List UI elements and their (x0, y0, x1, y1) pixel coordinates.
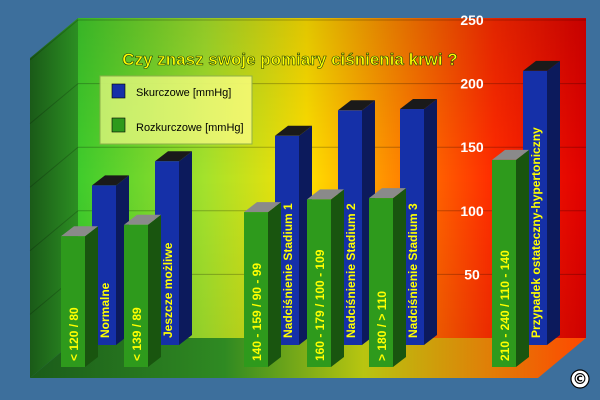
bar-diastolic-top (124, 214, 161, 225)
bar-diastolic-side (148, 214, 161, 367)
gridline-side (29, 19, 79, 61)
copyright-symbol: © (573, 370, 588, 388)
gridline-side (29, 210, 79, 252)
bar-diastolic (369, 188, 406, 367)
bar-systolic-top (523, 60, 560, 71)
bar-diastolic-top (307, 189, 344, 200)
bar-systolic-top (338, 100, 375, 111)
bar-diastolic-front (61, 236, 85, 367)
legend: Skurczowe [mmHg] Rozkurczowe [mmHg] (99, 75, 253, 145)
bar-diastolic (124, 214, 161, 367)
copyright-badge: © (570, 369, 590, 389)
bar-diastolic-top (244, 202, 281, 213)
bar-diastolic-front (124, 224, 148, 367)
bar-diastolic-front (307, 199, 331, 367)
bar-diastolic-front (369, 198, 393, 367)
bar-diastolic-front (492, 159, 516, 367)
bar-label-diastolic: 210 - 240 / 110 - 140 (498, 250, 512, 361)
bar-systolic-top (155, 151, 192, 162)
bar-diastolic-side (268, 202, 281, 367)
y-tick-label: 100 (460, 203, 484, 219)
bar-label-systolic: Normalne (98, 282, 112, 338)
bar-label-systolic: Nadciśnienie Stadium 1 (281, 203, 295, 338)
gridline-side (29, 83, 79, 124)
bar-label-systolic: Jeszcze możliwe (161, 242, 175, 338)
legend-label-systolic: Skurczowe [mmHg] (136, 87, 231, 99)
y-tick-label: 50 (464, 266, 480, 282)
bar-systolic-top (92, 175, 129, 186)
bar-label-systolic: Nadciśnienie Stadium 2 (344, 203, 358, 338)
bar-systolic-side (179, 151, 192, 345)
bar-diastolic-top (492, 149, 529, 160)
y-axis-ticks: 50 100 150 200 250 (460, 12, 484, 282)
y-tick-label: 250 (460, 12, 484, 28)
bar-diastolic (244, 202, 281, 367)
legend-box (99, 75, 253, 145)
legend-swatch-diastolic (111, 117, 126, 133)
y-tick-label: 150 (460, 139, 484, 155)
bar-diastolic-side (393, 188, 406, 367)
bar-systolic-side (424, 99, 437, 345)
bar-diastolic-side (331, 189, 344, 367)
bar-diastolic-front (244, 212, 268, 367)
bar-label-diastolic: 140 - 159 / 90 - 99 (250, 263, 264, 361)
bar-label-diastolic: < 120 / 80 (67, 307, 81, 361)
bar-diastolic-side (516, 149, 529, 367)
bar-systolic-top (275, 125, 312, 136)
y-tick-label: 200 (460, 76, 484, 92)
bar-systolic (92, 175, 129, 345)
gridline-side (29, 146, 79, 188)
bar-label-systolic: Przypadek ostateczny-hypertoniczny (529, 127, 543, 338)
legend-swatch-systolic (111, 83, 126, 99)
bar-systolic-side (547, 60, 560, 345)
bar-diastolic-side (85, 226, 98, 367)
bar-diastolic-top (61, 226, 98, 237)
bar-systolic-top (400, 99, 437, 110)
bar-label-diastolic: < 139 / 89 (130, 307, 144, 361)
chart-title: Czy znasz swoje pomiary ciśnienia krwi ? (122, 50, 457, 69)
bar-diastolic-top (369, 188, 406, 199)
bars: Normalne < 120 / 80 Jeszcze możliwe < 139 /… (61, 60, 560, 367)
bar-diastolic (307, 189, 344, 367)
bar-label-diastolic: > 180 / > 110 (375, 291, 389, 361)
bar-label-diastolic: 160 - 179 / 100 - 109 (313, 249, 327, 361)
bar-diastolic (492, 149, 529, 367)
legend-label-diastolic: Rozkurczowe [mmHg] (136, 122, 244, 134)
bar-diastolic (61, 226, 98, 367)
bar-label-systolic: Nadciśnienie Stadium 3 (406, 203, 420, 338)
